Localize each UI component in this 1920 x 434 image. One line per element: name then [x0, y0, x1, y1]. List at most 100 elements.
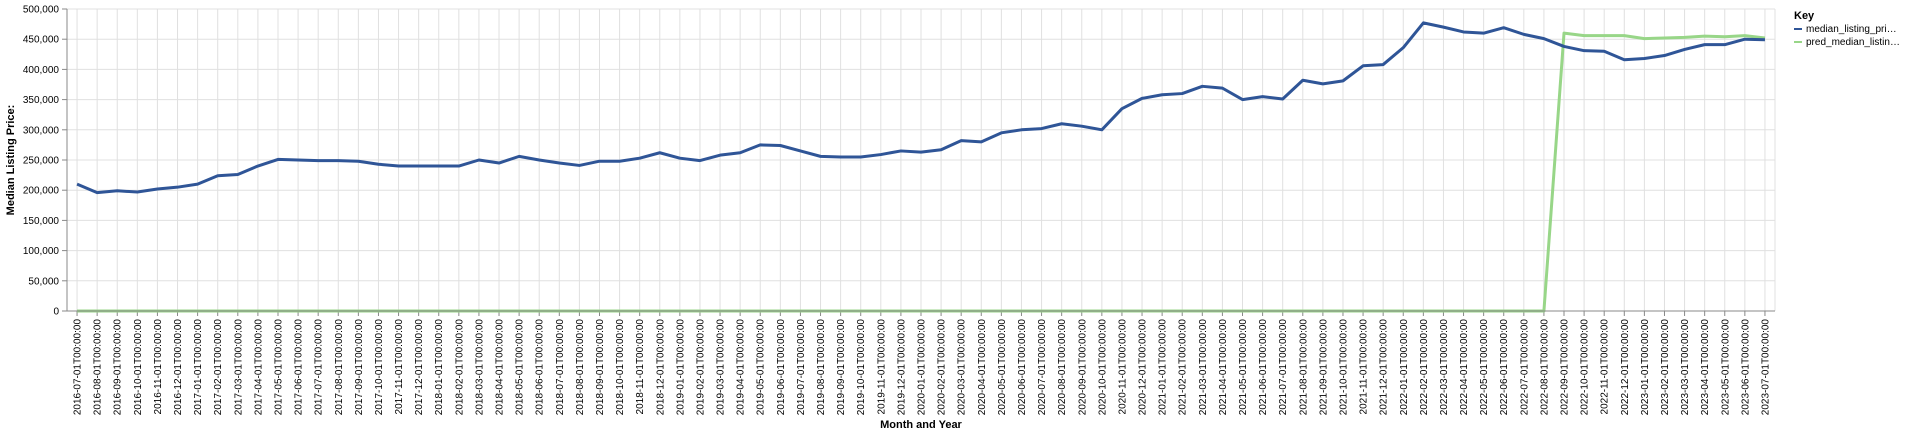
y-tick-label: 50,000 [28, 276, 59, 287]
x-tick-label: 2021-01-01T00:00:00 [1158, 319, 1169, 416]
x-tick-label: 2017-09-01T00:00:00 [354, 319, 365, 416]
x-tick-label: 2019-12-01T00:00:00 [896, 319, 907, 416]
x-tick-label: 2022-09-01T00:00:00 [1560, 319, 1571, 416]
x-tick-label: 2023-06-01T00:00:00 [1740, 319, 1751, 416]
x-tick-label: 2017-04-01T00:00:00 [253, 319, 264, 416]
series-line-median_listing_pri [76, 21, 1765, 195]
x-tick-label: 2018-12-01T00:00:00 [655, 319, 666, 416]
x-tick-label: 2020-09-01T00:00:00 [1077, 319, 1088, 416]
x-tick-label: 2022-02-01T00:00:00 [1419, 319, 1430, 416]
x-tick-label: 2019-05-01T00:00:00 [756, 319, 767, 416]
x-tick-label: 2018-06-01T00:00:00 [535, 319, 546, 416]
x-tick-label: 2018-01-01T00:00:00 [434, 319, 445, 416]
y-tick-label: 300,000 [23, 125, 60, 136]
x-tick-label: 2019-08-01T00:00:00 [816, 319, 827, 416]
x-tick-label: 2021-05-01T00:00:00 [1238, 319, 1249, 416]
x-tick-label: 2018-08-01T00:00:00 [575, 319, 586, 416]
x-tick-label: 2017-01-01T00:00:00 [193, 319, 204, 416]
x-tick-label: 2022-12-01T00:00:00 [1620, 319, 1631, 416]
y-tick-label: 100,000 [23, 246, 60, 257]
x-tick-label: 2022-06-01T00:00:00 [1499, 319, 1510, 416]
x-tick-label: 2021-03-01T00:00:00 [1198, 319, 1209, 416]
x-tick-label: 2021-12-01T00:00:00 [1379, 319, 1390, 416]
legend-items: median_listing_pri… pred_median_listin… [1794, 24, 1900, 48]
x-axis-ticks: 2016-07-01T00:00:00 2016-08-01T00:00:00 20… [73, 311, 1771, 416]
x-tick-label: 2020-01-01T00:00:00 [917, 319, 928, 416]
y-tick-label: 500,000 [23, 5, 60, 16]
x-tick-label: 2020-11-01T00:00:00 [1117, 319, 1128, 415]
x-tick-label: 2018-04-01T00:00:00 [495, 319, 506, 416]
x-tick-label: 2017-02-01T00:00:00 [213, 319, 224, 416]
x-tick-label: 2019-09-01T00:00:00 [836, 319, 847, 416]
x-tick-label: 2018-03-01T00:00:00 [474, 319, 485, 416]
legend-label: pred_median_listin… [1806, 37, 1900, 48]
x-tick-label: 2019-04-01T00:00:00 [736, 319, 747, 416]
x-tick-label: 2019-07-01T00:00:00 [796, 319, 807, 416]
x-tick-label: 2020-03-01T00:00:00 [957, 319, 968, 416]
x-tick-label: 2022-03-01T00:00:00 [1439, 319, 1450, 416]
x-tick-label: 2016-11-01T00:00:00 [153, 319, 164, 415]
y-tick-label: 400,000 [23, 65, 60, 76]
x-tick-label: 2020-05-01T00:00:00 [997, 319, 1008, 416]
legend: Key median_listing_pri… pred_median_listi… [1794, 10, 1900, 48]
x-tick-label: 2016-12-01T00:00:00 [173, 319, 184, 416]
x-tick-label: 2022-01-01T00:00:00 [1399, 319, 1410, 416]
x-tick-label: 2021-07-01T00:00:00 [1278, 319, 1289, 416]
x-tick-label: 2019-06-01T00:00:00 [776, 319, 787, 416]
y-tick-label: 350,000 [23, 95, 60, 106]
x-tick-label: 2017-11-01T00:00:00 [394, 319, 405, 415]
x-tick-label: 2023-05-01T00:00:00 [1720, 319, 1731, 416]
x-tick-label: 2021-09-01T00:00:00 [1318, 319, 1329, 416]
x-tick-label: 2020-06-01T00:00:00 [1017, 319, 1028, 416]
x-tick-label: 2017-10-01T00:00:00 [374, 319, 385, 416]
y-axis-ticks: 0 50,000 100,000 150,000 200,000 250,000 300,0… [23, 5, 67, 318]
x-tick-label: 2017-06-01T00:00:00 [294, 319, 305, 416]
x-tick-label: 2021-11-01T00:00:00 [1359, 319, 1370, 415]
x-tick-label: 2022-07-01T00:00:00 [1519, 319, 1530, 416]
x-tick-label: 2019-11-01T00:00:00 [876, 319, 887, 415]
x-tick-label: 2020-08-01T00:00:00 [1057, 319, 1068, 416]
x-tick-label: 2019-02-01T00:00:00 [695, 319, 706, 416]
x-tick-label: 2020-07-01T00:00:00 [1037, 319, 1048, 416]
x-axis-title: Month and Year [880, 419, 962, 431]
y-axis-title: Median Listing Price: [5, 105, 17, 216]
x-tick-label: 2019-01-01T00:00:00 [675, 319, 686, 416]
x-tick-label: 2021-04-01T00:00:00 [1218, 319, 1229, 416]
x-tick-label: 2023-01-01T00:00:00 [1640, 319, 1651, 416]
x-tick-label: 2018-09-01T00:00:00 [595, 319, 606, 416]
y-tick-label: 250,000 [23, 156, 60, 167]
y-tick-label: 450,000 [23, 35, 60, 46]
x-tick-label: 2022-08-01T00:00:00 [1539, 319, 1550, 416]
x-tick-label: 2017-12-01T00:00:00 [414, 319, 425, 416]
x-tick-label: 2018-05-01T00:00:00 [515, 319, 526, 416]
x-tick-label: 2018-07-01T00:00:00 [555, 319, 566, 416]
x-tick-label: 2023-04-01T00:00:00 [1700, 319, 1711, 416]
x-tick-label: 2016-07-01T00:00:00 [73, 319, 84, 416]
x-tick-label: 2021-08-01T00:00:00 [1298, 319, 1309, 416]
x-tick-label: 2021-02-01T00:00:00 [1178, 319, 1189, 416]
legend-label: median_listing_pri… [1806, 24, 1897, 35]
x-tick-label: 2017-08-01T00:00:00 [334, 319, 345, 416]
x-tick-label: 2016-09-01T00:00:00 [113, 319, 124, 416]
x-tick-label: 2023-02-01T00:00:00 [1660, 319, 1671, 416]
y-tick-label: 200,000 [23, 186, 60, 197]
x-tick-label: 2019-10-01T00:00:00 [856, 319, 867, 416]
x-tick-label: 2020-04-01T00:00:00 [977, 319, 988, 416]
x-tick-label: 2022-11-01T00:00:00 [1600, 319, 1611, 415]
x-tick-label: 2023-03-01T00:00:00 [1680, 319, 1691, 416]
x-tick-label: 2017-03-01T00:00:00 [233, 319, 244, 416]
x-tick-label: 2018-11-01T00:00:00 [635, 319, 646, 415]
x-tick-label: 2017-07-01T00:00:00 [314, 319, 325, 416]
x-tick-label: 2022-05-01T00:00:00 [1479, 319, 1490, 416]
x-tick-label: 2016-10-01T00:00:00 [133, 319, 144, 416]
x-tick-label: 2016-08-01T00:00:00 [93, 319, 104, 416]
x-tick-label: 2021-10-01T00:00:00 [1338, 319, 1349, 416]
x-tick-label: 2018-10-01T00:00:00 [615, 319, 626, 416]
x-tick-label: 2022-04-01T00:00:00 [1459, 319, 1470, 416]
y-tick-label: 0 [53, 307, 59, 318]
x-tick-label: 2020-12-01T00:00:00 [1138, 319, 1149, 416]
x-tick-label: 2020-02-01T00:00:00 [937, 319, 948, 416]
x-tick-label: 2020-10-01T00:00:00 [1097, 319, 1108, 416]
x-tick-label: 2017-05-01T00:00:00 [273, 319, 284, 416]
